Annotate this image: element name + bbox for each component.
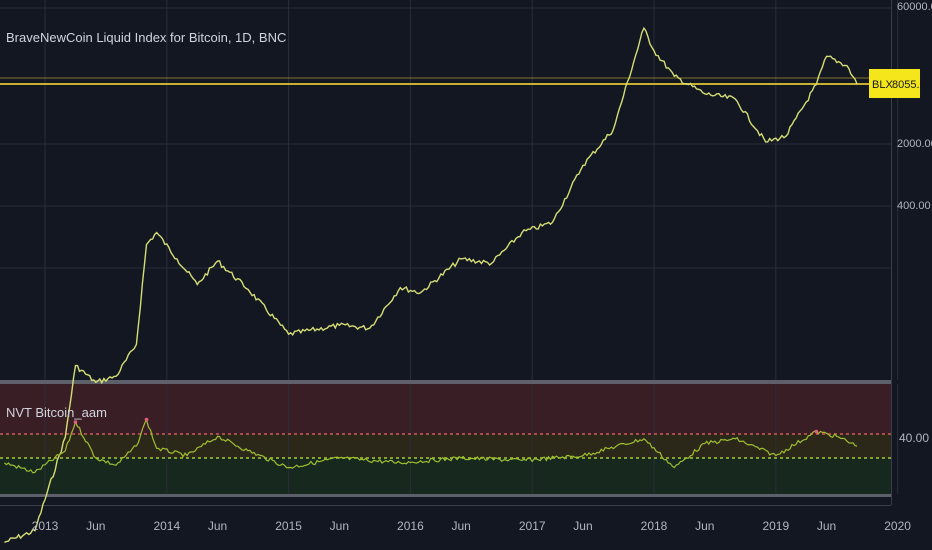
price-label-value: 8055.05 [892, 79, 932, 91]
nvt-peak-point [144, 417, 149, 422]
time-axis-tick: 2018 [641, 519, 668, 533]
time-axis-tick: 2016 [397, 519, 424, 533]
grid [0, 0, 899, 494]
time-axis-tick: Jun [451, 519, 470, 533]
time-axis-tick: 2014 [153, 519, 180, 533]
time-axis-tick: 2020 [884, 519, 911, 533]
nvt-peak-point [73, 420, 78, 424]
indicator-title: NVT Bitcoin_aam [6, 405, 107, 420]
nvt-peak-point [814, 429, 819, 434]
price-axis-tick: 2000.00 [897, 138, 932, 150]
pane-separator-bottom [0, 494, 891, 497]
time-axis-tick: 2019 [762, 519, 789, 533]
price-axis-tick: 400.00 [897, 200, 931, 212]
nvt-peak-markers [73, 417, 819, 434]
time-axis-tick: Jun [573, 519, 592, 533]
btc-price-series [4, 26, 858, 543]
price-axis: 60000.00 2000.00 400.00 [897, 1, 932, 212]
price-label-symbol: BLX [872, 79, 893, 91]
time-axis-tick: Jun [695, 519, 714, 533]
time-axis-tick: 2013 [32, 519, 59, 533]
indicator-band-lower [0, 458, 891, 494]
indicator-band-middle [0, 434, 891, 458]
time-axis-tick: Jun [330, 519, 349, 533]
main-chart-title: BraveNewCoin Liquid Index for Bitcoin, 1… [6, 30, 286, 45]
time-axis: 2013 Jun 2014 Jun 2015 Jun 2016 Jun 2017 Jun 2018 J… [32, 519, 912, 533]
indicator-y-tick: 40.00 [899, 431, 929, 445]
time-axis-tick: Jun [817, 519, 836, 533]
price-label-box [869, 69, 920, 98]
time-axis-tick: 2015 [275, 519, 302, 533]
pane-separator [0, 380, 891, 384]
time-axis-tick: 2017 [519, 519, 546, 533]
indicator-band-upper [0, 384, 891, 434]
time-axis-tick: Jun [86, 519, 105, 533]
price-axis-tick: 60000.00 [897, 1, 932, 13]
time-axis-tick: Jun [208, 519, 227, 533]
